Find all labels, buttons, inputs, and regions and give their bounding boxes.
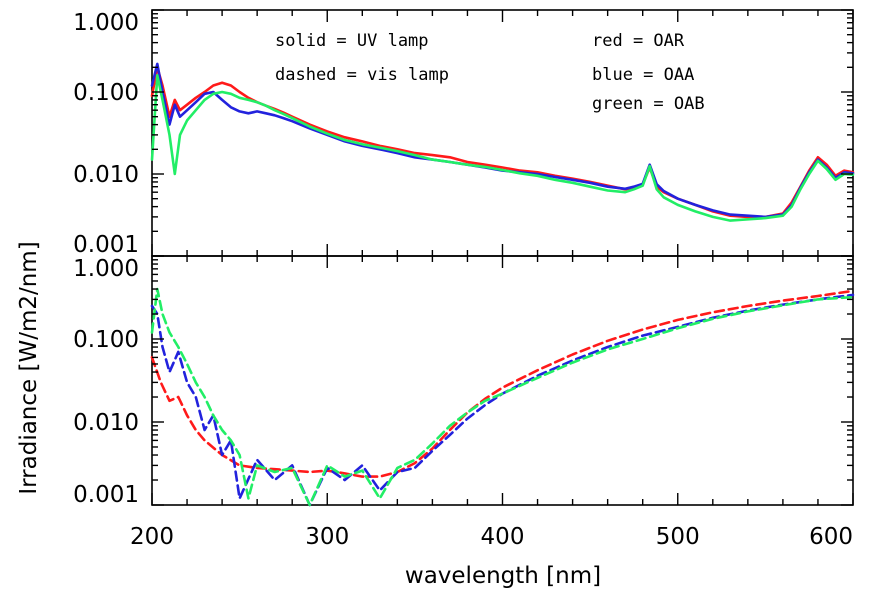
y-tick-label: 0.001 [73,232,139,258]
x-tick-label: 600 [809,524,853,550]
y-axis-label: Irradiance [W/m2/nm] [16,241,42,494]
top-y-tick-labels: 1.000 0.100 0.010 0.001 [73,10,139,258]
bottom-y-tick-labels: 1.000 0.100 0.010 0.001 [73,256,139,508]
annotation-red: red = OAR [592,31,685,51]
annotation-dashed: dashed = vis lamp [275,65,449,85]
y-tick-label: 0.010 [73,410,139,436]
series-line-ff1a1a [150,289,855,478]
bottom-panel-series [150,287,855,507]
x-tick-label: 200 [130,524,174,550]
series-line-2222dd [150,62,855,219]
x-tick-label: 500 [656,524,700,550]
x-tick-labels: 200 300 400 500 600 [130,524,853,550]
axis-ticks [151,9,854,506]
annotation-solid: solid = UV lamp [275,31,429,51]
y-tick-label: 1.000 [73,10,139,36]
annotation-green: green = OAB [592,94,705,114]
series-line-2222dd [150,293,855,507]
top-panel-series [150,62,855,222]
series-line-ff1a1a [150,66,855,219]
y-tick-label: 0.100 [73,327,139,353]
x-tick-label: 400 [481,524,525,550]
x-tick-label: 300 [305,524,349,550]
annotation-blue: blue = OAA [592,65,694,85]
y-tick-label: 1.000 [73,256,139,282]
y-tick-label: 0.100 [73,80,139,106]
y-tick-label: 0.010 [73,162,139,188]
x-axis-label: wavelength [nm] [405,563,601,589]
series-line-22ee66 [150,287,855,507]
series-line-22ee66 [150,74,855,222]
y-tick-label: 0.001 [73,482,139,508]
